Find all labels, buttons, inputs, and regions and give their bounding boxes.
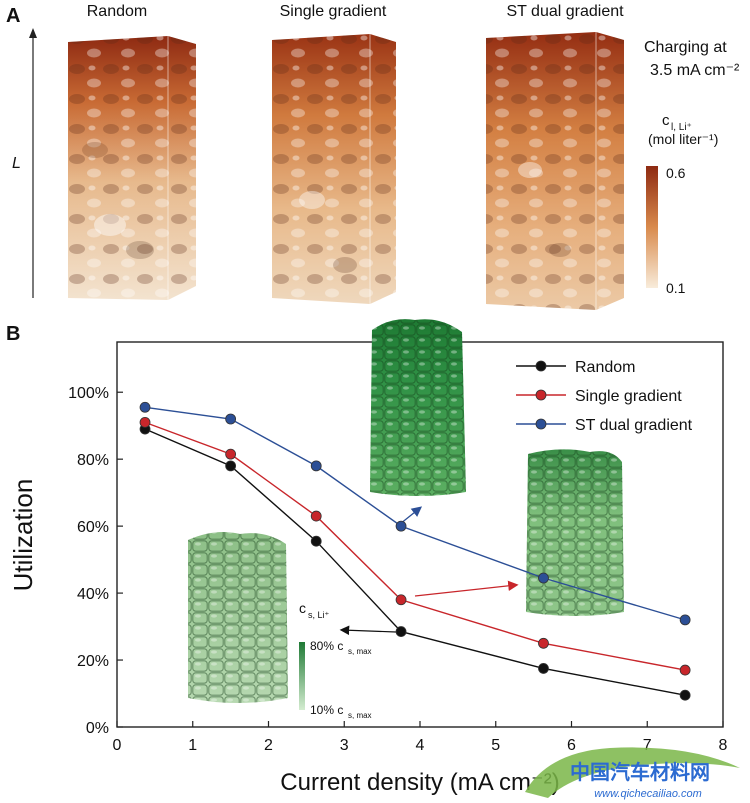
x-tick-label: 0 (113, 737, 122, 754)
legend-marker-st-dual-gradient (535, 418, 547, 430)
series-line-st-dual-gradient (144, 406, 686, 621)
data-point-st-dual-gradient (538, 572, 549, 584)
pointer-arrow-black (339, 625, 397, 636)
watermark-logo-icon (525, 747, 740, 798)
pointer-arrow-red (414, 580, 519, 597)
panel-a-label: A (6, 5, 20, 27)
x-tick-label: 4 (416, 737, 425, 754)
data-point-random (679, 689, 691, 701)
panel-b-label: B (6, 323, 20, 345)
panel-b: B 0 1 2 3 4 5 6 7 80%20%40%60%80%100% Utilizatio… (6, 319, 728, 796)
data-point-st-dual-gradient (395, 520, 407, 532)
series-line-random (144, 428, 686, 696)
y-tick-label: 0% (86, 720, 109, 737)
y-tick-label: 40% (77, 586, 109, 603)
inset-colorbar-min-subscript: s, max (348, 711, 372, 720)
y-axis-label: Utilization (8, 479, 38, 592)
title-st-dual-gradient: ST dual gradient (506, 3, 624, 20)
y-tick-label: 80% (77, 452, 109, 469)
inset-colorbar-title-subscript: s, Li⁺ (308, 610, 330, 620)
x-axis-label: Current density (mA cm⁻²) (280, 769, 559, 796)
colorbar-min-label: 0.1 (666, 280, 686, 296)
watermark-brand: 中国汽车材料网 (570, 760, 710, 784)
colorbar-max-label: 0.6 (666, 165, 686, 181)
legend-label-random: Random (575, 359, 635, 376)
inset-particles-low-utilization (188, 532, 288, 703)
data-point-single-gradient (139, 416, 151, 428)
data-point-random (538, 663, 549, 674)
x-tick-label: 1 (188, 737, 197, 754)
data-point-random (225, 460, 237, 472)
panel-a: A Random Single gradient ST dual gradien… (6, 3, 740, 310)
data-point-st-dual-gradient (139, 401, 151, 413)
x-tick-label: 6 (567, 737, 576, 754)
colorbar-title-symbol: c (662, 112, 670, 129)
inset-colorbar-min-label: 10% c (310, 703, 343, 717)
legend-label-st-dual-gradient: ST dual gradient (575, 417, 693, 434)
colorbar-title-units: (mol liter⁻¹) (648, 131, 718, 147)
data-point-st-dual-gradient (225, 413, 237, 425)
x-tick-label: 2 (264, 737, 273, 754)
y-tick-label: 20% (77, 653, 109, 670)
inset-particles-mid-utilization (526, 449, 624, 616)
charging-label-line2: 3.5 mA cm⁻² (650, 62, 740, 79)
legend: Random Single gradient ST dual gradient (516, 359, 693, 434)
electrode-random (68, 36, 196, 300)
watermark-url: www.qichecailiao.com (594, 788, 702, 800)
series-line-single-gradient (144, 421, 686, 671)
data-point-single-gradient (679, 664, 691, 676)
legend-marker-single-gradient (535, 389, 547, 401)
x-tick-label: 7 (643, 737, 652, 754)
title-random: Random (87, 3, 147, 20)
axes-ticks: 0 1 2 3 4 5 6 7 80%20%40%60%80%100% (68, 385, 727, 754)
legend-label-single-gradient: Single gradient (575, 388, 682, 405)
inset-colorbar-title-symbol: c (299, 600, 306, 616)
x-tick-label: 3 (340, 737, 349, 754)
data-point-single-gradient (538, 637, 549, 649)
x-tick-label: 8 (719, 737, 728, 754)
y-tick-label: 100% (68, 385, 109, 402)
data-point-single-gradient (310, 510, 322, 522)
series-layer (139, 401, 691, 701)
length-axis-arrow-icon (29, 28, 37, 38)
colorbar-title-subscript: l, Li⁺ (671, 122, 692, 133)
colorbar-electrolyte (646, 166, 658, 288)
legend-marker-random (535, 360, 547, 372)
charging-label-line1: Charging at (644, 39, 727, 56)
data-point-st-dual-gradient (679, 614, 691, 626)
data-point-st-dual-gradient (310, 460, 322, 472)
data-point-single-gradient (395, 594, 407, 606)
electrode-single-gradient (272, 34, 396, 304)
data-point-random (310, 535, 322, 547)
inset-colorbar-max-subscript: s, max (348, 647, 372, 656)
data-point-single-gradient (225, 448, 237, 460)
length-axis-label: L (12, 155, 21, 172)
inset-colorbar-max-label: 80% c (310, 639, 343, 653)
watermark: 中国汽车材料网 www.qichecailiao.com (525, 747, 740, 800)
y-tick-label: 60% (77, 519, 109, 536)
x-tick-label: 5 (491, 737, 500, 754)
electrode-st-dual-gradient (486, 32, 624, 310)
data-point-random (395, 626, 407, 637)
inset-colorbar-solid (299, 642, 305, 710)
inset-particles-high-utilization (370, 319, 466, 496)
title-single-gradient: Single gradient (280, 3, 387, 20)
